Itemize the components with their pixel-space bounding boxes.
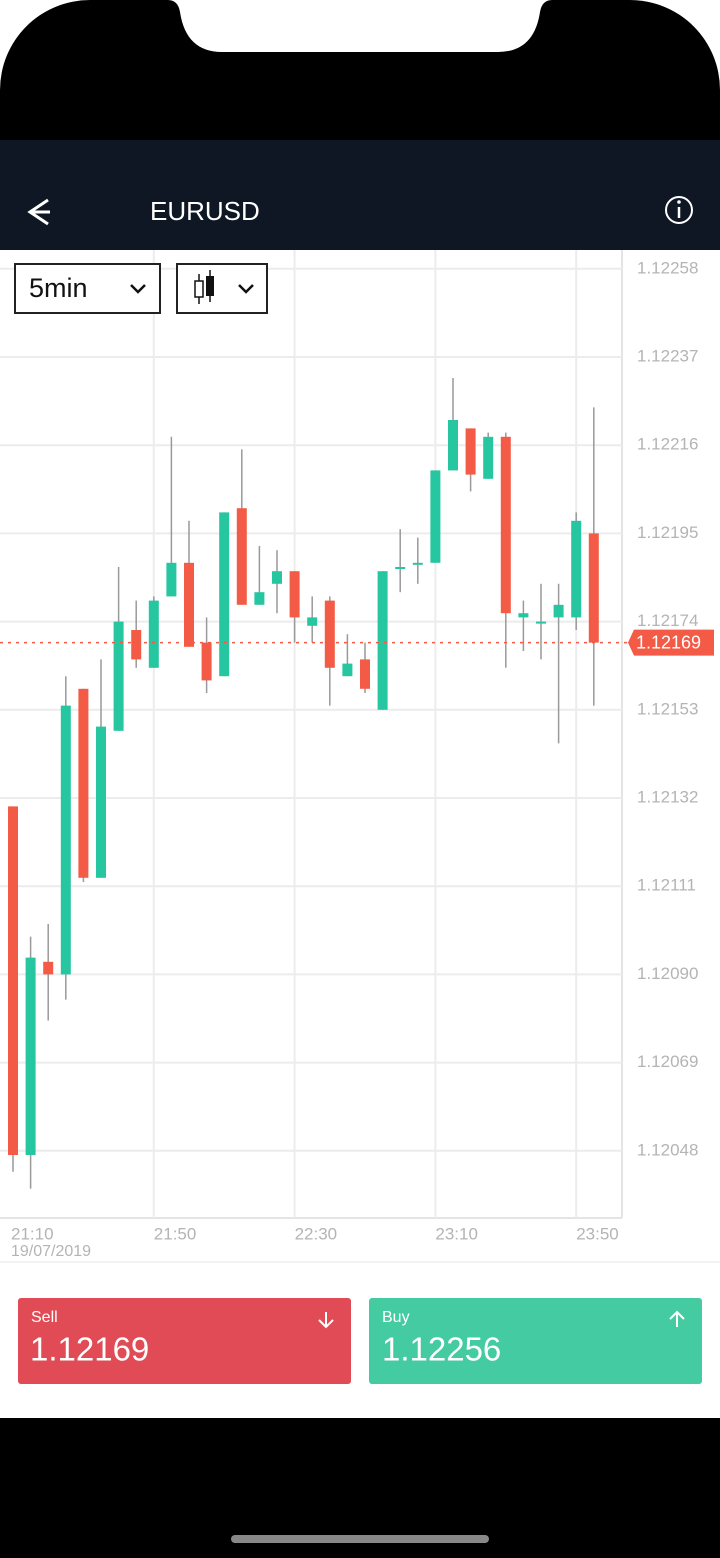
- candle-body: [571, 520, 582, 618]
- y-tick-label: 1.12195: [637, 523, 698, 542]
- x-tick-label: 22:30: [295, 1224, 338, 1243]
- candle-body: [113, 621, 124, 731]
- y-tick-label: 1.12048: [637, 1140, 698, 1159]
- y-tick-label: 1.12132: [637, 787, 698, 806]
- candle-body: [148, 600, 159, 668]
- date-label: 19/07/2019: [11, 1243, 91, 1260]
- y-tick-label: 1.12258: [637, 258, 698, 277]
- candle-body: [377, 571, 388, 710]
- candle-body: [465, 428, 476, 475]
- last-price-label: 1.12169: [636, 632, 701, 652]
- candle-body: [236, 508, 247, 605]
- candle-body: [395, 567, 406, 569]
- buy-price: 1.12256: [382, 1331, 501, 1368]
- candle-body: [96, 726, 106, 878]
- sell-label: Sell: [31, 1309, 58, 1326]
- sell-price: 1.12169: [30, 1331, 149, 1368]
- buy-button[interactable]: [369, 1298, 702, 1384]
- candle-body: [78, 688, 89, 878]
- candle-body: [500, 436, 511, 614]
- interval-label: 5min: [29, 273, 88, 303]
- sell-button[interactable]: [18, 1298, 351, 1384]
- candle-body: [201, 642, 212, 681]
- candle-body: [536, 621, 546, 624]
- candle-body: [289, 571, 300, 618]
- y-tick-label: 1.12111: [637, 876, 696, 895]
- candle-body: [166, 562, 177, 597]
- candle-body: [483, 436, 494, 479]
- plot-area: [0, 250, 622, 1218]
- candle-body: [184, 562, 194, 647]
- info-button[interactable]: [665, 196, 693, 224]
- candle-body: [254, 592, 265, 605]
- back-button[interactable]: [27, 198, 50, 226]
- y-tick-label: 1.12090: [637, 964, 698, 983]
- home-indicator: [231, 1535, 489, 1543]
- candle-body: [518, 613, 529, 618]
- candle-body: [272, 571, 282, 584]
- last-price-tag: [628, 629, 714, 656]
- candle-body: [25, 957, 36, 1155]
- candle-body: [553, 604, 564, 618]
- chart: 1.12048 1.12069 1.12090 1.12111 1.12132 1.121…: [0, 250, 714, 1260]
- y-tick-label: 1.12174: [637, 611, 698, 630]
- candle-body: [430, 470, 441, 563]
- header-bar: [0, 140, 720, 250]
- candle-body: [324, 600, 335, 668]
- notch: [168, 0, 552, 52]
- candle-body: [360, 659, 370, 689]
- candle-body: [60, 705, 71, 975]
- bottom-bezel: [0, 1418, 720, 1558]
- y-tick-label: 1.12237: [637, 346, 698, 365]
- candle-body: [342, 663, 353, 677]
- chart-type-dropdown[interactable]: [176, 263, 268, 314]
- chevron: [130, 284, 146, 294]
- y-tick-label: 1.12153: [637, 699, 698, 718]
- candle-body: [43, 961, 54, 975]
- candle-body: [307, 617, 318, 626]
- x-tick-label: 21:50: [154, 1224, 197, 1243]
- header-title: EURUSD: [150, 196, 260, 226]
- y-tick-label: 1.12069: [637, 1052, 698, 1071]
- candle-body: [448, 420, 458, 471]
- candle-body: [131, 630, 142, 660]
- candle-body: [8, 806, 18, 1155]
- candle-body: [588, 533, 599, 643]
- candle-body: [219, 512, 230, 677]
- buy-label: Buy: [382, 1309, 410, 1326]
- x-tick-label: 21:10: [11, 1224, 54, 1243]
- y-tick-label: 1.12216: [637, 435, 698, 454]
- x-tick-label: 23:50: [576, 1224, 619, 1243]
- candle-body: [412, 562, 423, 565]
- x-tick-label: 23:10: [435, 1224, 478, 1243]
